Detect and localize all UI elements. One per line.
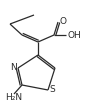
Text: N: N xyxy=(10,64,17,72)
Text: O: O xyxy=(59,17,66,26)
Text: H₂N: H₂N xyxy=(5,92,22,102)
Text: S: S xyxy=(49,86,55,94)
Text: OH: OH xyxy=(67,30,81,40)
